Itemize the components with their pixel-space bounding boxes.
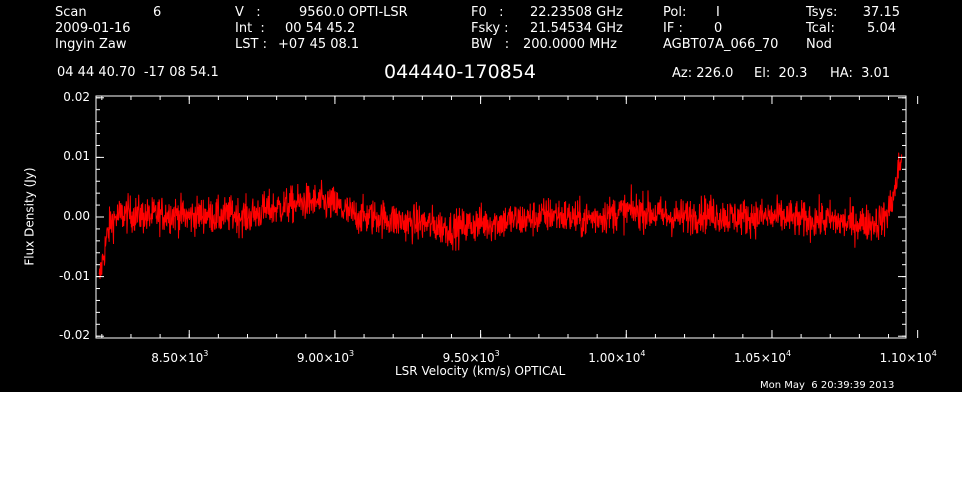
x-tick-label: 9.00×103 (296, 349, 355, 365)
tcal-value: 5.04 (867, 21, 896, 36)
scan-label: Scan (55, 5, 87, 20)
x-tick-label: 1.05×104 (733, 349, 792, 365)
y-tick-label: 0.02 (63, 89, 90, 104)
pol-value: I (716, 5, 720, 20)
velocity-label: V : (235, 5, 261, 20)
y-axis-title: Flux Density (Jy) (22, 167, 37, 266)
observer-name: Ingyin Zaw (55, 37, 127, 52)
int-value: 00 54 45.2 (285, 21, 356, 36)
project-id: AGBT07A_066_70 (663, 37, 779, 52)
if-value: 0 (714, 21, 723, 36)
x-tick-label: 1.10×104 (879, 349, 937, 365)
obs-date: 2009-01-16 (55, 21, 131, 36)
fsky-value: 21.54534 GHz (530, 21, 623, 36)
source-coordinates: 04 44 40.70 -17 08 54.1 (57, 65, 219, 80)
fsky-label: Fsky : (471, 21, 509, 36)
nod-label: Nod (806, 37, 832, 52)
hour-angle: HA: 3.01 (830, 66, 891, 81)
bw-label: BW : (471, 37, 510, 52)
source-name: 044440-170854 (384, 61, 536, 83)
x-tick-label: 9.50×103 (442, 349, 500, 365)
x-tick-label: 1.00×104 (588, 349, 646, 365)
lst-label: LST : (235, 37, 267, 52)
f0-value: 22.23508 GHz (530, 5, 623, 20)
tsys-value: 37.15 (862, 5, 900, 20)
f0-label: F0 : (471, 5, 504, 20)
y-tick-label: 0.01 (63, 149, 90, 164)
y-tick-label: 0.00 (63, 209, 90, 223)
x-axis-title: LSR Velocity (km/s) OPTICAL (395, 364, 566, 378)
velocity-value: 9560.0 OPTI-LSR (299, 5, 408, 20)
y-tick-label: -0.02 (58, 328, 90, 343)
tsys-label: Tsys: (806, 5, 838, 20)
spectrum-plot (95, 95, 919, 339)
int-label: Int : (235, 21, 265, 36)
azimuth: Az: 226.0 (672, 66, 734, 81)
scan-value: 6 (153, 5, 162, 20)
spectrum-panel: Scan 6 2009-01-16 Ingyin Zaw V : 9560.0 … (0, 0, 962, 392)
elevation: El: 20.3 (754, 66, 808, 81)
bw-value: 200.0000 MHz (523, 37, 617, 52)
pol-label: Pol: (663, 5, 687, 20)
tcal-label: Tcal: (806, 21, 835, 36)
x-tick-label: 8.50×103 (151, 349, 209, 365)
y-tick-label: -0.01 (58, 268, 90, 283)
flux-trace (98, 152, 903, 280)
lst-value: +07 45 08.1 (278, 37, 360, 52)
plot-timestamp: Mon May 6 20:39:39 2013 (760, 380, 895, 391)
if-label: IF : (663, 21, 683, 36)
